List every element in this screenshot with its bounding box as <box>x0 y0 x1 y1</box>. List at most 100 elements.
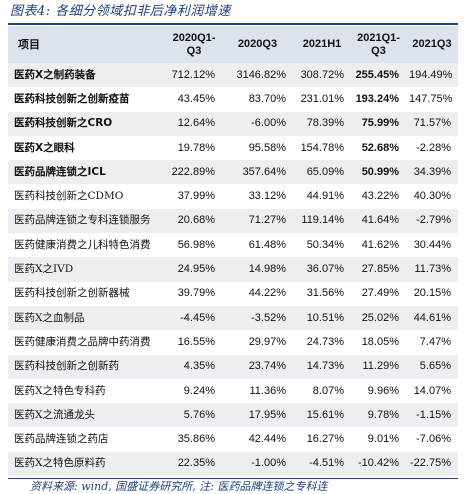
table-row: 医药健康消费之品牌中药消费 16.55% 29.97% 24.73% 18.05% 7.4… <box>8 330 458 354</box>
cell-c2: 83.70% <box>248 92 286 105</box>
bottom-rule <box>8 478 458 479</box>
table-row: 医药X之制药装备 712.12% 3146.82% 308.72% 255.45% 194… <box>8 63 458 88</box>
table-row: 医药X之流通龙头 5.76% 17.95% 15.61% 9.78% -1.15% <box>8 403 458 428</box>
header-2021q3: 2021Q3 <box>412 38 452 50</box>
cell-c4: 9.01% <box>367 433 399 446</box>
table-row: 医药科技创新之CDMO 37.99% 33.12% 44.91% 43.22% 40.30… <box>8 184 458 208</box>
cell-c3: 31.56% <box>306 287 344 300</box>
cell-c4: 27.85% <box>361 263 399 276</box>
row-name: 医药X之特色原料药 <box>14 457 106 470</box>
top-rule <box>8 23 458 25</box>
cell-c2: 29.97% <box>248 335 286 348</box>
cell-c1: 56.98% <box>177 238 215 251</box>
table-row: 医药科技创新之创新器械 39.79% 44.22% 31.56% 27.49% 20.15… <box>8 282 458 306</box>
cell-c2: 44.22% <box>248 287 286 300</box>
cell-c3: 16.27% <box>306 433 344 446</box>
cell-c4: 11.29% <box>362 360 400 373</box>
table-row: 医药科技创新之CRO 12.64% -6.00% 78.39% 75.99% 71.57% <box>8 111 458 136</box>
cell-c5: 14.07% <box>413 384 451 397</box>
row-name: 医药X之血制品 <box>14 311 85 324</box>
row-name: 医药科技创新之CDMO <box>14 190 124 203</box>
cell-c4: 18.05% <box>361 335 399 348</box>
figure-caption: 图表4: 各细分领域扣非后净利润增速 <box>10 4 231 19</box>
cell-c1: 4.35% <box>183 360 215 373</box>
cell-c1: 24.95% <box>177 263 215 276</box>
header-2020q1-q3: 2020Q1-Q3 <box>172 31 216 57</box>
cell-c3: 44.91% <box>306 190 344 203</box>
cell-c5: 5.65% <box>419 360 451 373</box>
cell-c3: 8.07% <box>312 384 344 397</box>
cell-c2: -6.00% <box>251 117 286 130</box>
cell-c2: 14.98% <box>248 263 286 276</box>
cell-c4: 43.22% <box>361 190 399 203</box>
cell-c1: 9.24% <box>183 384 215 397</box>
cell-c1: 19.78% <box>177 141 215 154</box>
row-name: 医药健康消费之儿科特色消费 <box>14 238 151 251</box>
cell-c4: 9.96% <box>367 384 399 397</box>
table-row: 医药健康消费之儿科特色消费 56.98% 61.48% 50.34% 41.62% 30.… <box>8 233 458 257</box>
cell-c3: 231.01% <box>300 92 344 105</box>
table-row: 医药科技创新之创新疫苗 43.45% 83.70% 231.01% 193.24% 147… <box>8 87 458 111</box>
table-row: 医药品牌连锁之专科连锁服务 20.68% 71.27% 119.14% 41.64% -2… <box>8 208 458 234</box>
cell-c2: 17.95% <box>248 408 286 421</box>
row-name: 医药X之眼科 <box>14 141 75 154</box>
cell-c3: 14.73% <box>306 360 344 373</box>
cell-c3: -4.51% <box>309 457 344 470</box>
table-row: 医药X之眼科 19.78% 95.58% 154.78% 52.68% -2.28% <box>8 136 458 160</box>
cell-c5: 147.75% <box>409 92 453 105</box>
header-item: 项目 <box>18 38 40 51</box>
cell-c4: -10.42% <box>358 457 399 470</box>
cell-c5: -2.28% <box>416 141 451 154</box>
cell-c3: 36.07% <box>306 263 344 276</box>
cell-c1: 22.35% <box>177 457 215 470</box>
cell-c1: 5.76% <box>183 408 215 421</box>
cell-c5: -2.79% <box>416 214 451 227</box>
cell-c1: 12.64% <box>177 117 215 130</box>
cell-c2: 61.48% <box>248 238 286 251</box>
cell-c2: -1.00% <box>251 457 286 470</box>
cell-c5: 20.15% <box>413 287 451 300</box>
cell-c5: 11.73% <box>414 263 452 276</box>
cell-c2: -3.52% <box>251 311 286 324</box>
cell-c4: 27.49% <box>361 287 399 300</box>
cell-c1: 35.86% <box>177 433 215 446</box>
cell-c3: 154.78% <box>300 141 344 154</box>
row-name: 医药X之特色专科药 <box>14 384 106 397</box>
cell-c5: -22.75% <box>410 457 451 470</box>
row-name: 医药科技创新之CRO <box>14 117 113 130</box>
row-name: 医药X之流通龙头 <box>14 408 95 421</box>
cell-c5: -7.06% <box>416 433 451 446</box>
cell-c1: 20.68% <box>177 214 215 227</box>
table-row: 医药X之IVD 24.95% 14.98% 36.07% 27.85% 11.73% <box>8 257 458 282</box>
cell-c5: -1.15% <box>416 408 451 421</box>
cell-c4: 41.62% <box>361 238 399 251</box>
table-row: 医药品牌连锁之ICL 222.89% 357.64% 65.09% 50.99% 34.3… <box>8 160 458 185</box>
cell-c3: 78.39% <box>306 117 344 130</box>
header-2021q1-q3: 2021Q1-Q3 <box>357 31 400 57</box>
row-name: 医药健康消费之品牌中药消费 <box>14 335 151 348</box>
cell-c1: 712.12% <box>171 68 215 81</box>
row-name: 医药科技创新之创新疫苗 <box>14 92 130 105</box>
cell-c3: 65.09% <box>306 165 344 178</box>
table-row: 医药科技创新之创新药 4.35% 23.74% 14.73% 11.29% 5.65% <box>8 354 458 379</box>
table-row: 医药X之特色原料药 22.35% -1.00% -4.51% -10.42% -22.75… <box>8 451 458 477</box>
cell-c1: 222.89% <box>171 165 215 178</box>
cell-c4: 255.45% <box>355 68 399 81</box>
row-name: 医药品牌连锁之药店 <box>14 433 109 446</box>
cell-c2: 3146.82% <box>236 68 286 81</box>
cell-c1: -4.45% <box>180 311 215 324</box>
row-name: 医药品牌连锁之ICL <box>14 165 106 178</box>
cell-c4: 75.99% <box>361 117 399 130</box>
row-name: 医药科技创新之创新药 <box>14 360 119 373</box>
cell-c2: 357.64% <box>242 165 286 178</box>
cell-c5: 30.44% <box>413 238 451 251</box>
cell-c4: 50.99% <box>361 165 399 178</box>
table-header-row: 项目 2020Q1-Q3 2020Q3 2021H1 2021Q1-Q3 202… <box>8 26 458 63</box>
cell-c3: 10.51% <box>306 311 344 324</box>
cell-c3: 119.14% <box>301 214 344 227</box>
cell-c5: 40.30% <box>413 190 451 203</box>
row-name: 医药品牌连锁之专科连锁服务 <box>14 214 151 227</box>
cell-c2: 95.58% <box>248 141 286 154</box>
cell-c2: 23.74% <box>248 360 286 373</box>
cell-c4: 9.78% <box>367 408 399 421</box>
